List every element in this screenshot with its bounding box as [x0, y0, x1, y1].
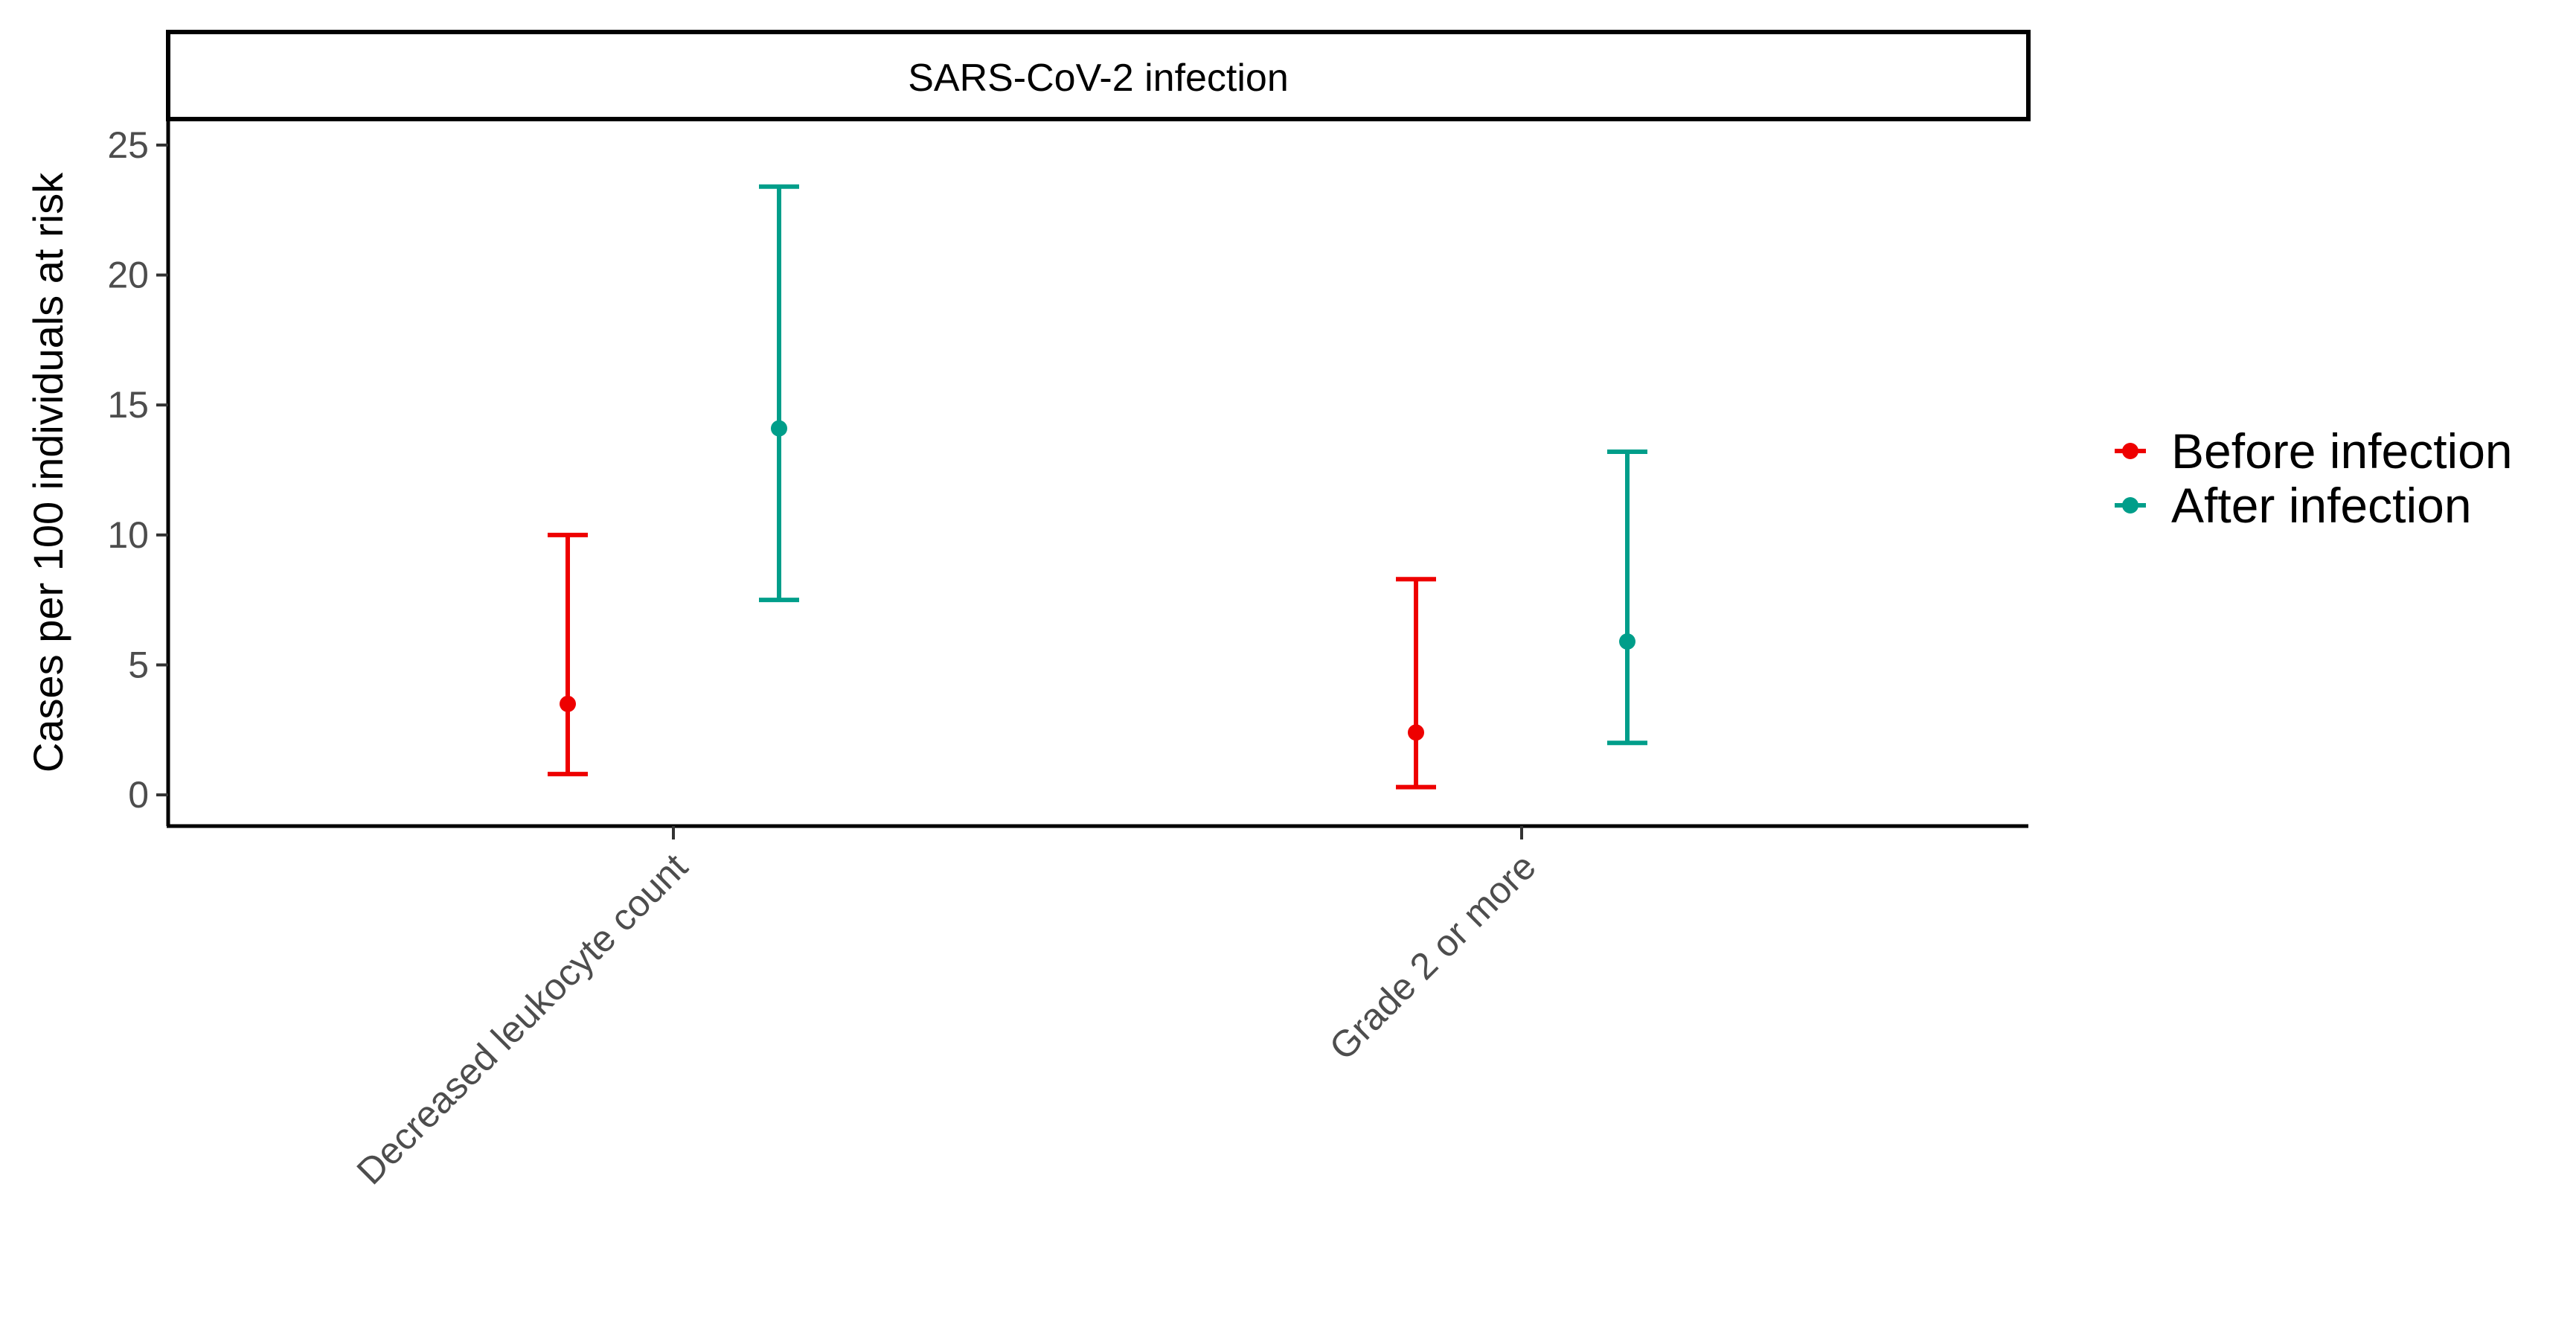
y-axis-ticks: 0 5 10 15 20 25	[107, 124, 168, 816]
data-series	[548, 184, 1647, 790]
y-axis-title: Cases per 100 individuals at risk	[25, 172, 71, 772]
facet-strip	[166, 30, 2031, 121]
estimate-point	[1619, 633, 1635, 650]
y-tick-label: 15	[107, 384, 149, 426]
y-tick-label: 5	[128, 644, 149, 685]
estimate-point	[560, 695, 576, 712]
legend-label: After infection	[2171, 478, 2472, 533]
legend-key-point	[2122, 497, 2138, 514]
series-before-infection	[548, 532, 1436, 790]
series-after-infection	[759, 184, 1647, 746]
legend-key-point	[2122, 443, 2138, 459]
estimate-point	[771, 420, 787, 437]
facet-strip-label: SARS-CoV-2 infection	[908, 57, 1289, 100]
y-tick-label: 20	[107, 255, 149, 296]
y-tick-label: 25	[107, 124, 149, 166]
legend-label: Before infection	[2171, 423, 2513, 479]
y-tick-label: 0	[128, 774, 149, 816]
estimate-point	[1408, 724, 1424, 741]
y-tick-label: 10	[107, 514, 149, 556]
